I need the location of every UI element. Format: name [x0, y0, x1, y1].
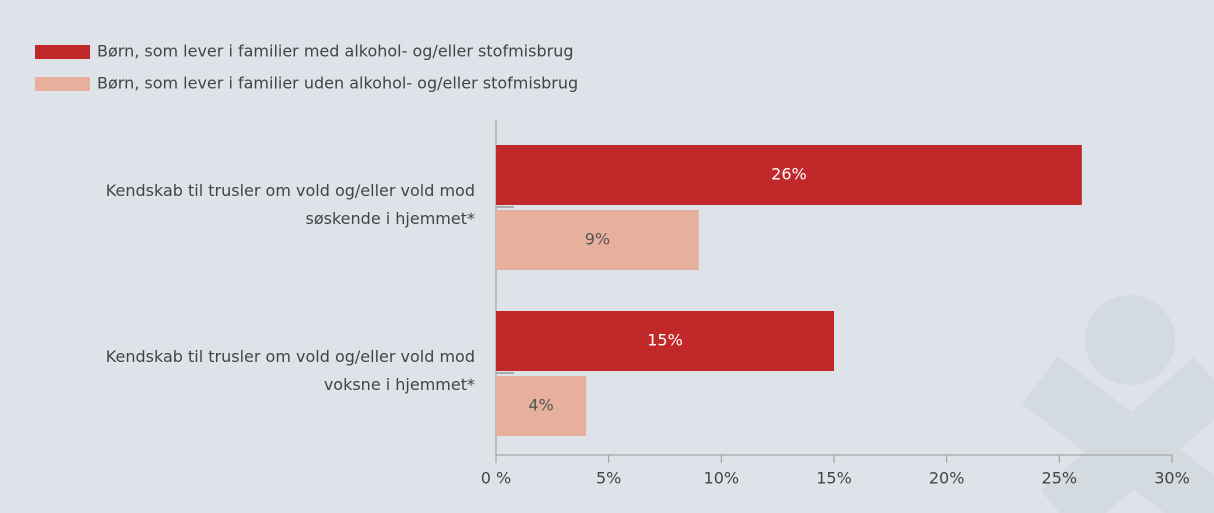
category-label: Kendskab til trusler om vold og/eller vo… — [105, 347, 475, 394]
x-tick-label: 15% — [816, 469, 852, 488]
legend-label: Børn, som lever i familier uden alkohol-… — [97, 74, 578, 93]
legend-label: Børn, som lever i familier med alkohol- … — [97, 42, 573, 61]
value-label: 4% — [528, 396, 553, 415]
x-tick-label: 20% — [929, 469, 965, 488]
x-tick-label: 25% — [1042, 469, 1078, 488]
bar — [496, 376, 587, 436]
watermark — [1085, 295, 1175, 385]
value-label: 26% — [771, 165, 807, 184]
x-tick-label: 0 % — [481, 469, 511, 488]
bar — [496, 145, 1082, 205]
watermark — [1021, 356, 1214, 513]
x-tick-label: 10% — [704, 469, 740, 488]
bar — [496, 311, 834, 371]
value-label: 9% — [585, 230, 610, 249]
x-tick-label: 30% — [1154, 469, 1190, 488]
legend-swatch — [35, 77, 90, 91]
category-label: Kendskab til trusler om vold og/eller vo… — [105, 181, 475, 228]
bar — [496, 210, 699, 270]
x-tick-label: 5% — [596, 469, 621, 488]
value-label: 15% — [647, 331, 683, 350]
legend-swatch — [35, 45, 90, 59]
